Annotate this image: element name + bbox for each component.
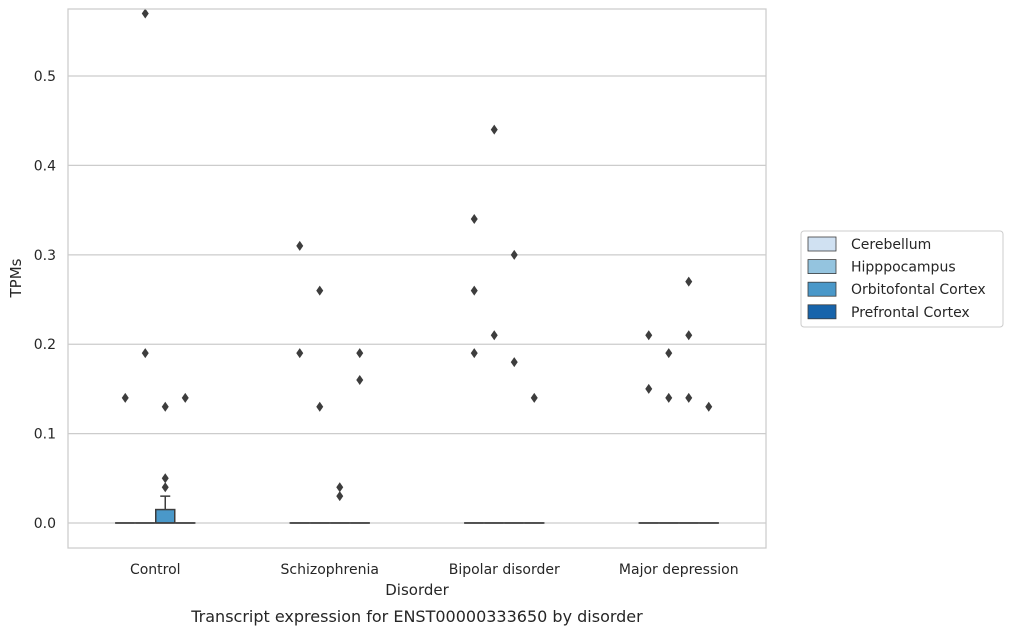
outlier-point [356, 348, 364, 359]
legend-label: Prefrontal Cortex [851, 305, 970, 321]
plot-frame [67, 8, 767, 549]
outlier-point [645, 330, 653, 341]
outlier-point [470, 348, 478, 359]
x-tick-label: Bipolar disorder [449, 562, 560, 578]
x-tick-label: Schizophrenia [281, 562, 379, 578]
outlier-point [296, 348, 304, 359]
outlier-point [141, 8, 149, 19]
outlier-point [530, 392, 538, 403]
outlier-point [685, 276, 693, 287]
y-tick-label: 0.1 [34, 427, 56, 443]
y-tick-labels: 0.0 0.1 0.2 0.3 0.4 0.5 [34, 69, 56, 532]
y-tick-label: 0.2 [34, 337, 56, 353]
outlier-point [296, 240, 304, 251]
legend-swatch [807, 259, 837, 275]
outlier-point [316, 401, 324, 412]
y-tick-label: 0.3 [34, 248, 56, 264]
outlier-point [510, 357, 518, 368]
legend: Cerebellum Hipppocampus Orbitofontal Corte… [800, 230, 1004, 328]
legend-swatch [807, 304, 837, 320]
y-axis-label: TPMs [7, 258, 25, 298]
x-tick-labels: Control Schizophrenia Bipolar disorder Majo… [130, 562, 739, 578]
outlier-point [490, 330, 498, 341]
legend-frame [800, 230, 1004, 328]
legend-label: Hipppocampus [851, 260, 956, 276]
outlier-point [121, 392, 129, 403]
x-axis-label: Disorder [385, 581, 449, 599]
outlier-point [161, 473, 169, 484]
outlier-point [470, 214, 478, 225]
outlier-point [705, 401, 713, 412]
x-tick-label: Control [130, 562, 181, 578]
legend-label: Orbitofontal Cortex [851, 282, 986, 298]
legend-swatch [807, 281, 837, 297]
outlier-point [685, 392, 693, 403]
outlier-point [181, 392, 189, 403]
outlier-point [645, 383, 653, 394]
chart-caption: Transcript expression for ENST0000033365… [190, 607, 643, 626]
legend-label: Cerebellum [851, 237, 931, 253]
y-tick-label: 0.0 [34, 516, 56, 532]
outlier-point [141, 348, 149, 359]
boxes [115, 495, 719, 524]
outliers [121, 8, 713, 502]
box-iqr [155, 508, 176, 524]
y-tick-label: 0.4 [34, 158, 56, 174]
legend-swatch [807, 236, 837, 252]
outlier-point [510, 249, 518, 260]
outlier-point [490, 124, 498, 135]
outlier-point [665, 348, 673, 359]
outlier-point [685, 330, 693, 341]
outlier-point [316, 285, 324, 296]
outlier-point [336, 482, 344, 493]
x-tick-label: Major depression [619, 562, 739, 578]
outlier-point [356, 374, 364, 385]
outlier-point [161, 401, 169, 412]
outlier-point [336, 491, 344, 502]
outlier-point [470, 285, 478, 296]
y-tick-label: 0.5 [34, 69, 56, 85]
grid-lines [68, 75, 766, 524]
box-control-orbitofontal-cortex [155, 495, 176, 524]
outlier-point [161, 482, 169, 493]
outlier-point [665, 392, 673, 403]
